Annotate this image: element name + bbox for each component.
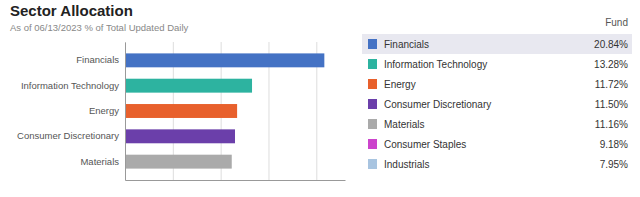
bar [125, 104, 237, 118]
legend-swatch [368, 139, 377, 149]
bar [125, 129, 235, 143]
y-tick-label: Materials [80, 156, 119, 167]
x-axis [126, 42, 346, 181]
y-tick: Information Technology [21, 80, 125, 91]
legend-value: 11.72% [595, 79, 628, 90]
row-highlight [362, 34, 632, 54]
y-axis: Financials Information Technology Energy Co… [17, 43, 125, 181]
bar [125, 53, 324, 67]
legend-value: 9.18% [600, 139, 628, 150]
y-axis-line [125, 43, 126, 181]
x-tick [125, 42, 126, 180]
y-tick-label: Financials [76, 54, 119, 65]
legend-swatch [368, 39, 377, 49]
legend-value: 13.28% [594, 59, 628, 70]
y-tick-label: Energy [89, 105, 119, 116]
legend-swatch [368, 119, 377, 129]
legend-label: Consumer Discretionary [384, 99, 491, 110]
x-axis-line [126, 180, 346, 181]
y-tick: Energy [89, 105, 125, 116]
legend-label: Materials [384, 119, 425, 130]
legend-swatch [368, 79, 377, 89]
legend-value: 11.16% [595, 119, 628, 130]
subtitle: As of 06/13/2023 % of Total Updated Dail… [10, 22, 189, 33]
legend-value: 11.50% [595, 99, 628, 110]
grid-line [125, 42, 126, 180]
legend-label: Information Technology [384, 59, 487, 70]
legend-label: Financials [384, 39, 429, 50]
legend-swatch [368, 159, 377, 169]
legend-value: 7.95% [600, 159, 628, 170]
legend: Fund Financials 20.84% Information Technolo… [362, 17, 632, 170]
legend-label: Consumer Staples [384, 139, 466, 150]
bar [125, 79, 252, 93]
plot: Financials Information Technology Energy Co… [17, 42, 345, 181]
y-tick: Materials [80, 156, 125, 167]
legend-swatch [368, 59, 377, 69]
title: Sector Allocation [10, 2, 133, 19]
legend-swatch [368, 99, 377, 109]
y-tick-label: Information Technology [21, 80, 119, 91]
chart: Sector Allocation As of 06/13/2023 % of T… [0, 0, 640, 197]
bar [125, 155, 232, 169]
legend-label: Energy [384, 79, 416, 90]
y-tick: Financials [76, 54, 125, 65]
legend-label: Industrials [384, 159, 430, 170]
legend-header: Fund [605, 17, 628, 28]
legend-value: 20.84% [594, 39, 628, 50]
y-tick-label: Consumer Discretionary [17, 130, 119, 141]
bars [125, 53, 324, 168]
y-tick: Consumer Discretionary [17, 130, 125, 141]
